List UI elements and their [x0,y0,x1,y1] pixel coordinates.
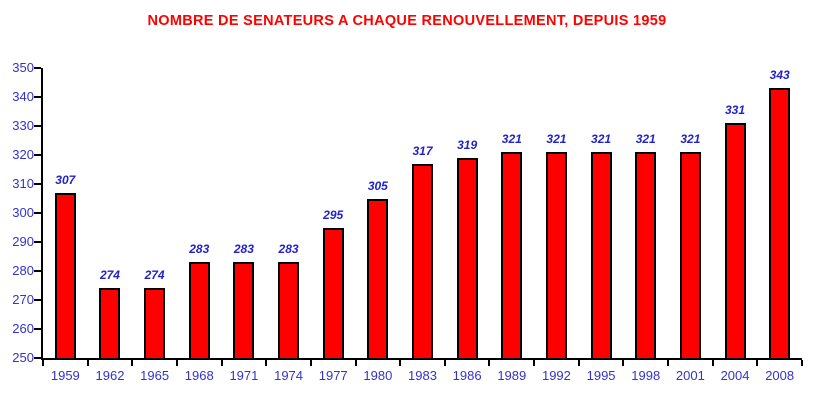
bar-value-label: 321 [635,132,656,147]
y-axis-tick [34,67,41,69]
x-axis-label: 2004 [720,368,750,383]
x-axis-tick [131,360,134,366]
x-axis-label: 2008 [765,368,795,383]
x-axis-tick [801,360,803,366]
y-axis-tick [34,96,41,98]
x-axis-tick [711,360,714,366]
x-axis-label: 1986 [452,368,482,383]
x-axis-label: 1959 [50,368,80,383]
bar-1974 [278,262,300,358]
y-axis-label: 260 [12,321,34,336]
bar-1983 [412,163,433,358]
y-axis-tick [34,212,41,214]
x-axis-label: 1974 [274,368,304,383]
bar-value-label: 317 [412,143,433,158]
y-axis-tick [34,183,41,185]
bar-1965 [144,288,166,358]
bar-value-label: 283 [189,242,210,257]
bar-1968 [188,262,210,358]
y-axis-tick [34,270,41,272]
x-axis-tick [86,360,89,366]
bar-value-label: 321 [501,132,522,147]
x-axis-tick [309,360,312,366]
bar-value-label: 283 [233,242,254,257]
bar-1998 [635,152,657,358]
x-axis-tick [622,360,625,366]
bar-2001 [679,152,701,358]
bar-1992 [545,152,567,358]
x-axis-label: 2001 [675,368,705,383]
x-axis-tick [42,360,44,366]
bar-1962 [99,288,121,358]
bar-value-label: 274 [99,268,120,283]
bar-1986 [456,157,478,358]
bar-2004 [724,123,746,358]
bar-value-label: 305 [367,178,388,193]
bar-value-label: 283 [278,242,299,257]
bar-value-label: 321 [591,132,612,147]
x-axis-label: 1968 [184,368,214,383]
bar-1977 [322,227,344,358]
y-axis-tick [34,154,41,156]
bar-1959 [54,192,76,358]
bar-value-label: 343 [769,68,790,83]
x-axis-tick [265,360,268,366]
y-axis-tick [34,125,41,127]
chart-title: NOMBRE DE SENATEURS A CHAQUE RENOUVELLEM… [147,13,667,29]
y-axis-label: 350 [12,60,34,75]
bar-value-label: 321 [680,132,701,147]
bar-value-label: 319 [457,137,478,152]
y-axis-tick [34,299,41,301]
x-axis-label: 1962 [95,368,125,383]
x-axis-label: 1992 [541,368,571,383]
y-axis-label: 290 [12,234,34,249]
x-axis-tick [175,360,178,366]
y-axis-line [41,68,43,360]
y-axis-tick [34,357,41,359]
bar-value-label: 274 [144,268,165,283]
y-axis-label: 270 [12,292,34,307]
x-axis-label: 1989 [497,368,527,383]
bar-value-label: 331 [725,103,746,118]
y-axis-label: 330 [12,118,34,133]
bar-1989 [501,152,523,358]
x-axis-label: 1995 [586,368,616,383]
x-axis-tick [443,360,446,366]
y-axis-label: 310 [12,176,34,191]
x-axis-label: 1980 [363,368,393,383]
bar-2008 [769,88,791,358]
bar-1971 [233,262,255,358]
x-axis-tick [220,360,223,366]
x-axis-tick [488,360,491,366]
x-axis-tick [354,360,357,366]
bar-1980 [367,198,389,358]
x-axis-tick [399,360,402,366]
y-axis-label: 300 [12,205,34,220]
bar-value-label: 321 [546,132,567,147]
y-axis-label: 280 [12,263,34,278]
bar-value-label: 307 [55,172,76,187]
x-axis-tick [756,360,759,366]
x-axis-label: 1983 [408,368,437,383]
bar-value-label: 295 [323,207,344,222]
x-axis-tick [577,360,580,366]
y-axis-tick [34,328,41,330]
bar-1995 [590,152,612,358]
x-axis-label: 1971 [229,368,259,383]
y-axis-label: 320 [12,147,34,162]
y-axis-label: 340 [12,89,34,104]
x-axis-tick [667,360,670,366]
x-axis-label: 1998 [631,368,661,383]
x-axis-line [41,358,802,360]
x-axis-tick [533,360,536,366]
y-axis-label: 250 [12,350,34,365]
x-axis-label: 1977 [318,368,348,383]
x-axis-label: 1965 [140,368,170,383]
y-axis-tick [34,241,41,243]
